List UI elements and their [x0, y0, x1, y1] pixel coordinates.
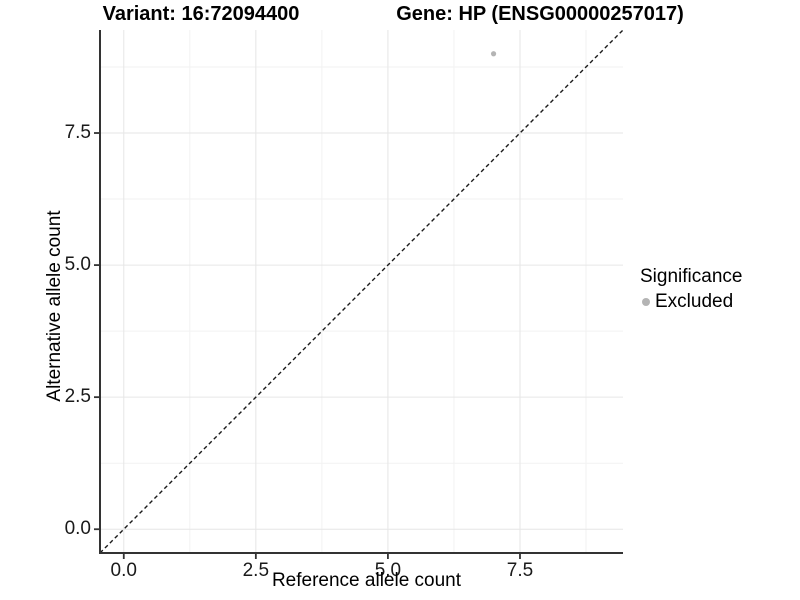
y-axis-title: Alternative allele count	[44, 209, 65, 402]
x-tick-label: 2.5	[242, 560, 270, 581]
y-tick-label: 5.0	[64, 254, 91, 276]
plot-title-variant: Variant: 16:72094400	[102, 3, 300, 25]
data-point	[490, 51, 497, 57]
x-tick-label: 0.0	[110, 560, 137, 581]
y-tick-label: 2.5	[64, 386, 91, 408]
y-tick-label: 0.0	[64, 518, 91, 540]
legend-title: Significance	[640, 266, 743, 287]
legend-entry-excluded: Excluded	[638, 291, 742, 313]
legend: Significance Excluded	[638, 266, 742, 313]
plot-title-gene: Gene: HP (ENSG00000257017)	[396, 3, 684, 25]
x-axis-title: Reference allele count	[271, 570, 462, 591]
legend-key-dot	[642, 298, 650, 306]
identity-reference-line	[99, 29, 624, 554]
x-tick-label: 7.5	[506, 560, 534, 581]
x-tick-label: 5.0	[374, 560, 402, 581]
legend-entry-label: Excluded	[655, 291, 734, 312]
y-tick-label: 7.5	[64, 122, 91, 143]
